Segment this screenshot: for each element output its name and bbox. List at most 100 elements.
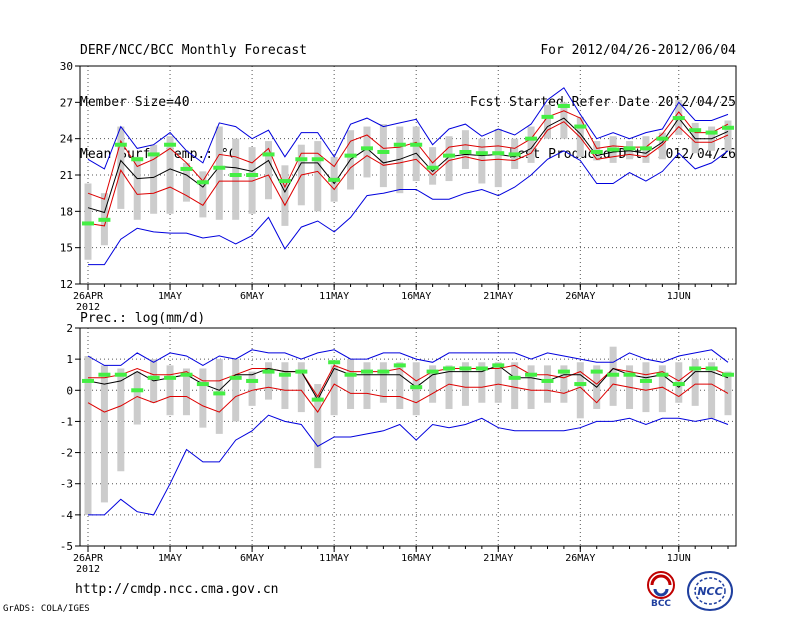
- temp-observed-marker: [557, 103, 570, 108]
- temp-ytick-label: 24: [60, 133, 74, 146]
- temp-observed-marker: [574, 124, 587, 129]
- temp-observed-marker: [459, 149, 472, 154]
- prec-observed-marker: [262, 369, 275, 374]
- prec-observed-marker: [656, 372, 669, 377]
- temp-spread-bar: [265, 141, 273, 200]
- temp-xtick-label: 1MAY: [158, 291, 182, 302]
- temp-observed-marker: [311, 157, 324, 162]
- prec-spread-bar: [494, 362, 502, 403]
- temp-spread-bar: [166, 136, 174, 214]
- prec-observed-marker: [689, 366, 702, 371]
- temp-xtick-label: 16MAY: [401, 291, 431, 302]
- prec-spread-bar: [543, 365, 551, 403]
- temp-ytick-label: 30: [60, 60, 73, 73]
- prec-observed-marker: [525, 372, 538, 377]
- temp-spread-bar: [543, 104, 551, 139]
- temp-observed-marker: [196, 180, 209, 185]
- ncc-logo: NCC: [687, 571, 733, 611]
- prec-observed-marker: [295, 369, 308, 374]
- temp-spread-bar: [494, 128, 502, 188]
- prec-spread-bar: [560, 365, 568, 403]
- temp-observed-marker: [722, 125, 734, 130]
- temp-line-min: [88, 150, 729, 266]
- temp-observed-marker: [164, 142, 177, 147]
- temp-xtick-label: 11MAY: [319, 291, 349, 302]
- prec-xtick-year: 2012: [76, 564, 100, 575]
- prec-observed-marker: [131, 388, 144, 393]
- temp-observed-marker: [229, 173, 242, 177]
- temp-spread-bar: [379, 124, 387, 188]
- temp-observed-marker: [262, 152, 275, 157]
- temp-observed-marker: [607, 147, 620, 152]
- prec-spread-bar: [330, 365, 338, 416]
- forecast-period: For 2012/04/26-2012/06/04: [540, 43, 736, 58]
- temp-xtick-label: 21MAY: [483, 291, 513, 302]
- bcc-logo-text: BCC: [651, 599, 671, 608]
- prec-ytick-label: -4: [60, 509, 74, 522]
- prec-observed-marker: [492, 363, 505, 368]
- prec-ytick-label: -5: [60, 540, 73, 553]
- precipitation-title: Prec.: log(mm/d): [80, 311, 205, 326]
- temp-observed-marker: [672, 116, 685, 121]
- temp-spread-bar: [461, 130, 469, 169]
- temp-observed-marker: [344, 153, 357, 158]
- prec-xtick-label: 26APR: [73, 553, 104, 564]
- prec-observed-marker: [722, 372, 734, 377]
- temp-observed-marker: [246, 173, 259, 177]
- temp-spread-bar: [117, 126, 125, 209]
- prec-line-max: [87, 349, 729, 366]
- temp-spread-bar: [133, 156, 141, 220]
- prec-observed-marker: [426, 369, 439, 374]
- prec-spread-bar: [199, 368, 207, 428]
- prec-observed-marker: [541, 378, 554, 383]
- prec-spread-bar: [117, 368, 125, 472]
- prec-spread-bar: [232, 359, 240, 422]
- prec-observed-marker: [393, 363, 406, 368]
- temp-spread-bar: [396, 126, 404, 194]
- prec-spread-bar: [576, 362, 584, 419]
- member-size: Member Size=40: [80, 95, 190, 110]
- prec-observed-marker: [377, 369, 390, 374]
- prec-observed-marker: [147, 375, 160, 380]
- prec-observed-marker: [557, 369, 570, 374]
- temp-observed-marker: [82, 221, 94, 226]
- temp-observed-marker: [213, 165, 226, 170]
- prec-observed-marker: [180, 372, 193, 377]
- temp-line-upper: [87, 110, 729, 200]
- temp-spread-bar: [248, 147, 256, 214]
- temp-ytick-label: 27: [60, 96, 73, 109]
- prec-observed-marker: [672, 382, 685, 387]
- prec-observed-marker: [98, 372, 111, 377]
- temp-xtick-year: 2012: [76, 302, 100, 313]
- prec-xtick-label: 11MAY: [319, 553, 349, 564]
- prec-spread-bar: [84, 356, 92, 515]
- temp-ytick-label: 12: [60, 278, 73, 291]
- temp-observed-marker: [639, 146, 652, 151]
- temp-spread-bar: [445, 136, 453, 182]
- prec-observed-marker: [475, 366, 488, 371]
- prec-observed-marker: [508, 375, 521, 380]
- ncc-logo-text: NCC: [697, 585, 722, 598]
- temp-observed-marker: [656, 136, 669, 141]
- prec-spread-bar: [461, 362, 469, 406]
- prec-spread-bar: [347, 359, 355, 409]
- source-url[interactable]: http://cmdp.ncc.cma.gov.cn: [75, 582, 279, 597]
- temp-observed-marker: [147, 152, 160, 157]
- temp-spread-bar: [182, 162, 190, 202]
- temp-spread-bar: [281, 165, 289, 226]
- prec-spread-bar: [133, 371, 141, 425]
- prec-spread-bar: [642, 362, 650, 413]
- forecast-title: DERF/NCC/BCC Monthly Forecast: [80, 43, 307, 58]
- prec-spread-bar: [445, 365, 453, 409]
- temp-spread-bar: [232, 138, 240, 220]
- prec-spread-bar: [248, 371, 256, 406]
- prec-observed-marker: [328, 360, 341, 365]
- temp-observed-marker: [98, 217, 111, 222]
- prec-xtick-label: 1JUN: [667, 553, 691, 564]
- temp-observed-marker: [295, 157, 308, 162]
- temp-xtick-label: 1JUN: [667, 291, 691, 302]
- ncc-logo-inner: [694, 577, 726, 605]
- prec-spread-bar: [478, 362, 486, 403]
- prec-observed-marker: [82, 378, 94, 383]
